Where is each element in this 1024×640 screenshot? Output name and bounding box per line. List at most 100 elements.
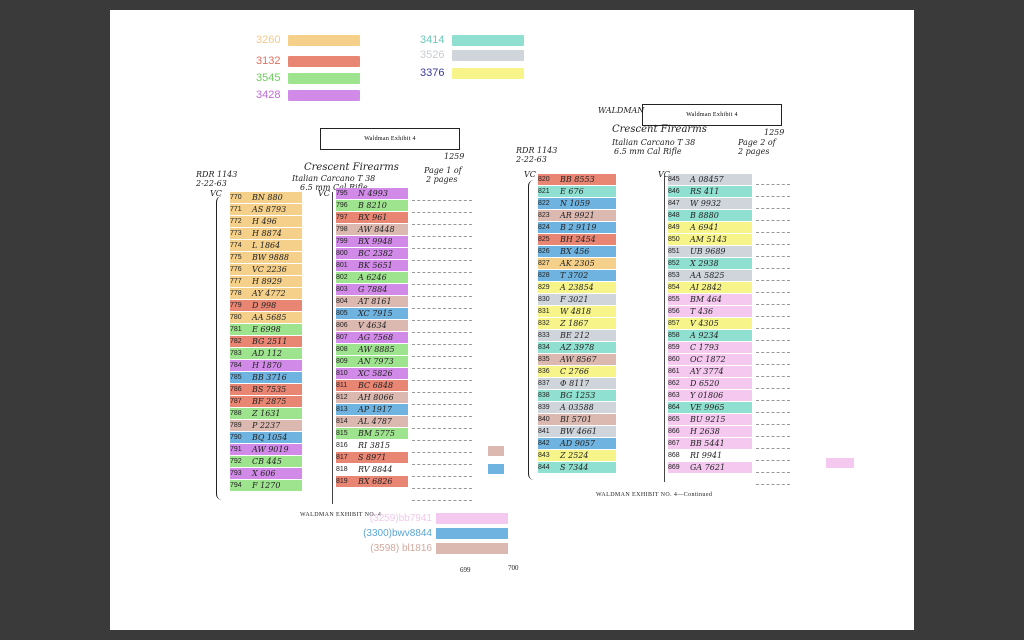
serial-row: 783 AD 112 xyxy=(230,348,302,359)
serial-index: 779 xyxy=(230,302,242,309)
serial-number: D 6520 xyxy=(690,379,720,388)
ruling-line xyxy=(756,292,790,293)
serial-row: 862 D 6520 xyxy=(668,378,752,389)
serial-row: 806 V 4634 xyxy=(336,320,408,331)
serial-number: AY 3774 xyxy=(690,367,724,376)
page-number-left: 699 xyxy=(460,566,471,574)
serial-index: 776 xyxy=(230,266,242,273)
serial-number: BB 5441 xyxy=(690,439,725,448)
serial-number: V 4634 xyxy=(358,321,387,330)
serial-number: V 4305 xyxy=(690,319,719,328)
serial-index: 854 xyxy=(668,284,680,291)
page-number-right: 700 xyxy=(508,564,519,572)
serial-index: 834 xyxy=(538,344,550,351)
serial-index: 862 xyxy=(668,380,680,387)
serial-row: 791 AW 9019 xyxy=(230,444,302,455)
ruling-line xyxy=(756,472,790,473)
serial-index: 806 xyxy=(336,322,348,329)
serial-row: 777 H 8929 xyxy=(230,276,302,287)
exhibit-header-text: Waldman Exhibit 4 xyxy=(364,136,416,142)
serial-row: 863 Y 01806 xyxy=(668,390,752,401)
ruling-line xyxy=(412,356,472,357)
serial-row: 797 BX 961 xyxy=(336,212,408,223)
ruling-line xyxy=(756,208,790,209)
serial-index: 791 xyxy=(230,446,242,453)
serial-number: E 6998 xyxy=(252,325,281,334)
serial-number: AG 7568 xyxy=(358,333,394,342)
serial-number: AW 8448 xyxy=(358,225,395,234)
serial-index: 782 xyxy=(230,338,242,345)
serial-row: 834 AZ 3978 xyxy=(538,342,616,353)
serial-index: 867 xyxy=(668,440,680,447)
serial-number: X 606 xyxy=(252,469,276,478)
page-note-2: 2 pages xyxy=(426,175,458,184)
serial-index: 784 xyxy=(230,362,242,369)
serial-number: L 1864 xyxy=(252,241,281,250)
serial-index: 780 xyxy=(230,314,242,321)
serial-number: F 3021 xyxy=(560,295,589,304)
serial-row: 784 H 1870 xyxy=(230,360,302,371)
serial-index: 797 xyxy=(336,214,348,221)
serial-row: 817 S 8971 xyxy=(336,452,408,463)
exhibit-page-2: WALDMAN Waldman Exhibit 4 RDR 1143 2-22-… xyxy=(512,100,794,500)
bottom-legend-bar xyxy=(436,542,508,554)
page-note: Page 1 of xyxy=(424,166,462,175)
serial-number: Z 1631 xyxy=(252,409,281,418)
rifle-subtitle: Italian Carcano T 38 xyxy=(612,138,696,147)
serial-index: 846 xyxy=(668,188,680,195)
bottom-legend-item: (3259)bb7941 xyxy=(328,512,508,524)
serial-row: 852 X 2938 xyxy=(668,258,752,269)
serial-row: 864 VE 9965 xyxy=(668,402,752,413)
ruling-line xyxy=(412,296,472,297)
serial-number: BI 5701 xyxy=(560,415,592,424)
serial-row: 832 Z 1867 xyxy=(538,318,616,329)
ruling-line xyxy=(756,184,790,185)
serial-index: 781 xyxy=(230,326,242,333)
ruling-line xyxy=(412,404,472,405)
serial-index: 770 xyxy=(230,194,242,201)
legend-color-bar xyxy=(452,49,524,61)
serial-number: BW 9888 xyxy=(252,253,290,262)
ref-number: RDR 1143 xyxy=(516,146,558,155)
serial-index: 866 xyxy=(668,428,680,435)
serial-index: 789 xyxy=(230,422,242,429)
ruling-line xyxy=(756,412,790,413)
serial-index: 860 xyxy=(668,356,680,363)
ruling-line xyxy=(756,280,790,281)
serial-number: W 4818 xyxy=(560,307,592,316)
bottom-legend-bar xyxy=(436,527,508,539)
serial-number: S 8971 xyxy=(358,453,387,462)
exhibit-caption: WALDMAN EXHIBIT NO. 4—Continued xyxy=(596,492,713,498)
serial-row: 865 BU 9215 xyxy=(668,414,752,425)
exhibit-header-text: Waldman Exhibit 4 xyxy=(686,112,738,118)
serial-number: AW 8567 xyxy=(560,355,597,364)
serial-number: E 676 xyxy=(560,187,584,196)
serial-number: AS 8793 xyxy=(252,205,287,214)
order-number: 1259 xyxy=(764,128,785,137)
serial-row: 853 AA 5825 xyxy=(668,270,752,281)
legend-color-bar xyxy=(288,34,360,46)
serial-index: 816 xyxy=(336,442,348,449)
legend-item: 3260 xyxy=(256,34,360,46)
serial-row: 815 BM 5775 xyxy=(336,428,408,439)
divider-line xyxy=(664,176,665,482)
serial-index: 857 xyxy=(668,320,680,327)
rifle-subtitle-2: 6.5 mm Cal Rifle xyxy=(300,183,368,192)
legend-number: 3526 xyxy=(420,49,445,61)
serial-index: 812 xyxy=(336,394,348,401)
serial-number: RI 9941 xyxy=(690,451,723,460)
serial-index: 821 xyxy=(538,188,550,195)
serial-number: AA 5685 xyxy=(252,313,287,322)
serial-index: 775 xyxy=(230,254,242,261)
serial-number: T 436 xyxy=(690,307,714,316)
serial-row: 826 BX 456 xyxy=(538,246,616,257)
serial-row: 808 AW 8885 xyxy=(336,344,408,355)
serial-row: 844 S 7344 xyxy=(538,462,616,473)
serial-index: 847 xyxy=(668,200,680,207)
ruling-line xyxy=(756,256,790,257)
serial-row: 814 AL 4787 xyxy=(336,416,408,427)
ruling-line xyxy=(412,332,472,333)
serial-row: 812 AH 8066 xyxy=(336,392,408,403)
ruling-line xyxy=(756,232,790,233)
page-note-2: 2 pages xyxy=(738,147,770,156)
